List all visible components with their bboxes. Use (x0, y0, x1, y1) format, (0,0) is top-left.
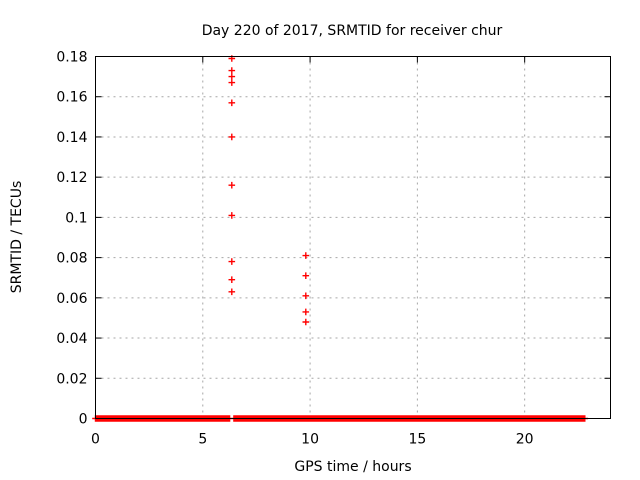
y-tick-label: 0.02 (56, 371, 87, 387)
x-tick-label: 0 (91, 432, 100, 448)
y-tick-label: 0.14 (56, 130, 87, 146)
y-tick-label: 0.12 (56, 170, 87, 186)
y-tick-label: 0.16 (56, 90, 87, 106)
chart-title: Day 220 of 2017, SRMTID for receiver chu… (202, 23, 503, 39)
plot-border (95, 56, 611, 419)
x-tick-label: 15 (408, 432, 426, 448)
y-tick-label: 0.18 (56, 50, 87, 66)
y-tick-label: 0.1 (65, 210, 87, 226)
y-tick-label: 0 (79, 412, 88, 428)
x-tick-label: 5 (198, 432, 207, 448)
x-axis-label: GPS time / hours (294, 459, 411, 475)
x-tick-label: 20 (516, 432, 534, 448)
y-tick-label: 0.06 (56, 291, 87, 307)
y-tick-label: 0.08 (56, 251, 87, 267)
plot-layers (92, 55, 611, 422)
tick-layer: 0 5 10 15 20 0 0.02 0.04 0.06 0.08 0.1 0.12 0.14 0.16… (56, 50, 611, 448)
y-tick-label: 0.04 (56, 331, 87, 347)
y-axis-label: SRMTID / TECUs (9, 181, 25, 294)
x-tick-label: 10 (301, 432, 319, 448)
data-point-markers (302, 252, 310, 326)
data-point-markers (228, 55, 236, 296)
